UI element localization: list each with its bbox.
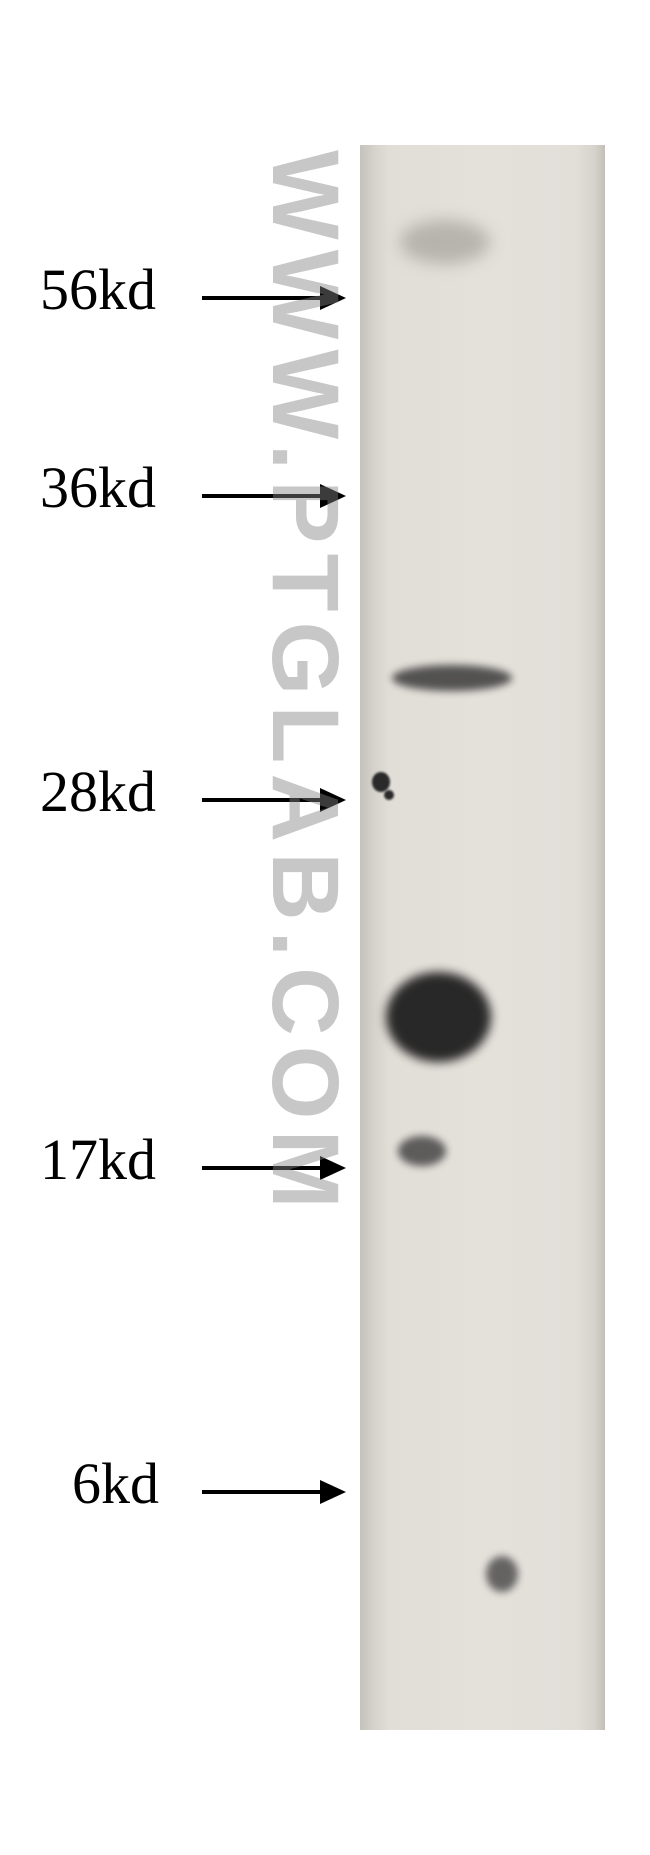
band-low	[486, 1556, 518, 1592]
speck-2	[384, 790, 394, 800]
marker-label-6kd: 6kd	[72, 1450, 159, 1517]
arrow-head-icon	[320, 1156, 346, 1180]
arrow-line	[202, 494, 320, 498]
marker-arrow-17kd	[202, 1156, 346, 1180]
marker-arrow-56kd	[202, 286, 346, 310]
band-main-blob	[386, 972, 491, 1062]
arrow-head-icon	[320, 788, 346, 812]
marker-label-28kd: 28kd	[40, 758, 156, 825]
arrow-head-icon	[320, 286, 346, 310]
band-top-smudge	[400, 220, 490, 264]
arrow-head-icon	[320, 1480, 346, 1504]
arrow-line	[202, 296, 320, 300]
arrow-line	[202, 1166, 320, 1170]
marker-arrow-36kd	[202, 484, 346, 508]
band-17kd	[398, 1136, 446, 1166]
band-30kd	[392, 665, 512, 691]
arrow-line	[202, 1490, 320, 1494]
marker-label-17kd: 17kd	[40, 1126, 156, 1193]
marker-arrow-28kd	[202, 788, 346, 812]
speck-1	[372, 772, 390, 792]
arrow-line	[202, 798, 320, 802]
arrow-head-icon	[320, 484, 346, 508]
marker-arrow-6kd	[202, 1480, 346, 1504]
marker-label-56kd: 56kd	[40, 256, 156, 323]
marker-label-36kd: 36kd	[40, 454, 156, 521]
blot-lane	[360, 145, 605, 1730]
watermark-text: WWW.PTGLAB.COM	[250, 150, 359, 1219]
